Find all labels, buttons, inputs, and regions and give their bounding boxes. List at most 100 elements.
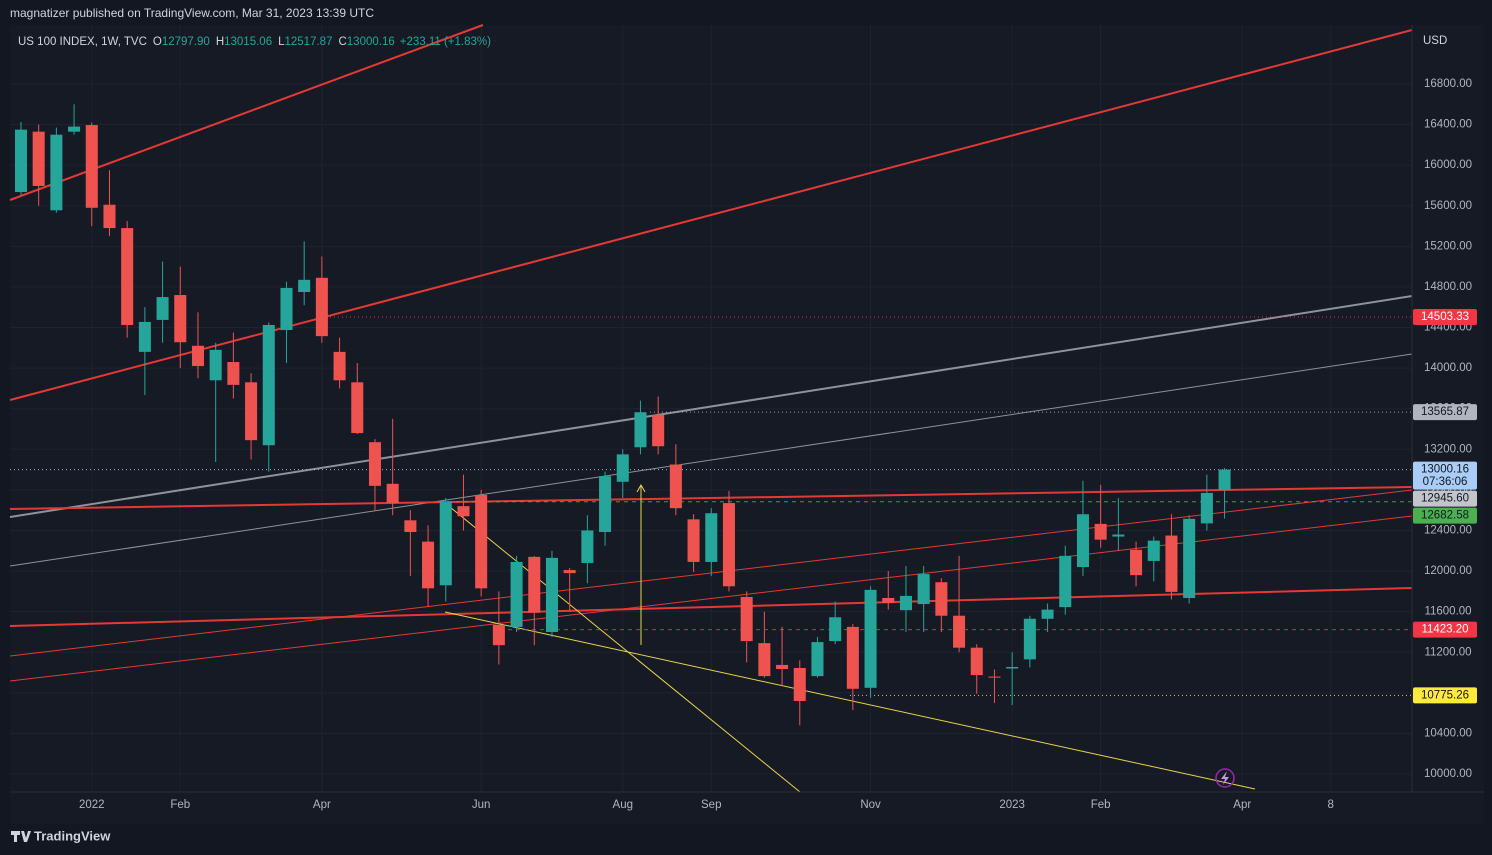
legend-value: 12517.87 bbox=[285, 36, 333, 48]
y-tick-label: 15600.00 bbox=[1424, 200, 1472, 212]
y-tick-label: 12400.00 bbox=[1424, 525, 1472, 537]
candles bbox=[14, 104, 1231, 726]
candle-body bbox=[669, 464, 682, 509]
candle-body bbox=[32, 131, 45, 186]
candle-body bbox=[315, 277, 328, 337]
candle-body bbox=[510, 561, 523, 627]
y-tick-label: 15200.00 bbox=[1424, 240, 1472, 252]
grid bbox=[10, 25, 1412, 792]
candle-body bbox=[793, 667, 806, 701]
event-icon bbox=[1215, 768, 1235, 788]
price-tag bbox=[1413, 507, 1477, 524]
candle-body bbox=[280, 287, 293, 331]
y-tick-label: 12000.00 bbox=[1424, 565, 1472, 577]
candle-body bbox=[492, 624, 505, 646]
candle-body bbox=[191, 345, 204, 367]
event-bolt bbox=[1221, 771, 1229, 785]
price-tag bbox=[1413, 490, 1477, 507]
x-tick-label: Jun bbox=[472, 799, 491, 811]
candle-body bbox=[846, 626, 859, 689]
candle-body bbox=[1112, 534, 1125, 537]
trend-line bbox=[9, 29, 1413, 401]
legend-value: 13015.06 bbox=[224, 36, 272, 48]
countdown: 07:36:06 bbox=[1423, 476, 1468, 488]
y-tick-label: 10000.00 bbox=[1424, 768, 1472, 780]
legend-key: H bbox=[216, 36, 224, 48]
candle-body bbox=[917, 574, 930, 605]
trend-line bbox=[9, 353, 1413, 567]
y-tick-label: 16400.00 bbox=[1424, 119, 1472, 131]
legend-value: 13000.16 bbox=[347, 36, 395, 48]
candle-body bbox=[740, 596, 753, 642]
candle-body bbox=[368, 442, 381, 486]
x-tick-label: Sep bbox=[701, 799, 721, 811]
y-tick-label: 14000.00 bbox=[1424, 362, 1472, 374]
candle-body bbox=[988, 676, 1001, 678]
candle-body bbox=[138, 321, 151, 352]
candle-body bbox=[103, 204, 116, 229]
candle-body bbox=[1006, 666, 1019, 669]
price-tag-label: 10775.26 bbox=[1421, 689, 1469, 701]
candle-body bbox=[1130, 549, 1143, 576]
price-tag-label: 11423.20 bbox=[1421, 624, 1468, 636]
candle-body bbox=[351, 382, 364, 434]
candle-body bbox=[209, 349, 222, 381]
y-tick-label: 14800.00 bbox=[1424, 281, 1472, 293]
plot-frame bbox=[10, 25, 1484, 824]
event-circle bbox=[1215, 768, 1235, 788]
x-tick-label: Feb bbox=[1091, 799, 1111, 811]
x-tick-label: Nov bbox=[860, 799, 881, 811]
candle-body bbox=[475, 494, 488, 589]
price-tag-label: 12682.58 bbox=[1421, 510, 1469, 522]
candle-body bbox=[1023, 618, 1036, 660]
candle-body bbox=[864, 589, 877, 688]
candle-body bbox=[1165, 535, 1178, 592]
candle-body bbox=[687, 519, 700, 562]
candle-body bbox=[882, 597, 895, 604]
x-tick-label: 8 bbox=[1328, 799, 1334, 811]
candle-body bbox=[439, 502, 452, 586]
logo-mark bbox=[11, 831, 31, 842]
x-tick-label: 2023 bbox=[999, 799, 1025, 811]
candle-body bbox=[705, 513, 718, 562]
price-tag bbox=[1413, 687, 1477, 704]
candle-body bbox=[528, 556, 541, 613]
candle-body bbox=[85, 125, 98, 208]
x-tick-label: Aug bbox=[613, 799, 633, 811]
candle-body bbox=[245, 382, 258, 441]
trend-line bbox=[9, 515, 1413, 682]
candle-body bbox=[1147, 540, 1160, 561]
candle-body bbox=[68, 126, 81, 132]
y-tick-label: 11200.00 bbox=[1424, 646, 1471, 658]
legend-change: +233.11 (+1.83%) bbox=[400, 36, 491, 48]
candle-body bbox=[634, 412, 647, 448]
trend-line bbox=[9, 486, 1413, 510]
candle-body bbox=[262, 324, 275, 446]
trend-line bbox=[444, 611, 1256, 790]
price-tag bbox=[1413, 621, 1477, 638]
legend-key: L bbox=[278, 36, 285, 48]
price-tag-label: 13565.87 bbox=[1421, 406, 1469, 418]
x-tick-label: Apr bbox=[1233, 799, 1251, 811]
candle-body bbox=[899, 595, 912, 611]
trend-line bbox=[9, 295, 1413, 518]
candle-body bbox=[1076, 514, 1089, 568]
candle-body bbox=[581, 530, 594, 563]
candle-body bbox=[970, 647, 983, 676]
brand: TradingView bbox=[34, 828, 111, 843]
candle-body bbox=[156, 297, 169, 320]
candle-body bbox=[829, 617, 842, 642]
candle-body bbox=[333, 351, 346, 381]
candle-body bbox=[14, 129, 27, 193]
candle-body bbox=[1218, 469, 1231, 491]
x-tick-label: Feb bbox=[170, 799, 190, 811]
x-tick-label: 2022 bbox=[79, 799, 105, 811]
legend-key: C bbox=[338, 36, 346, 48]
price-tag bbox=[1413, 461, 1477, 490]
y-axis-label: USD bbox=[1423, 35, 1447, 47]
candle-body bbox=[616, 454, 629, 482]
legend-title: US 100 INDEX, 1W, TVC bbox=[18, 36, 147, 48]
drawings bbox=[9, 24, 1413, 793]
